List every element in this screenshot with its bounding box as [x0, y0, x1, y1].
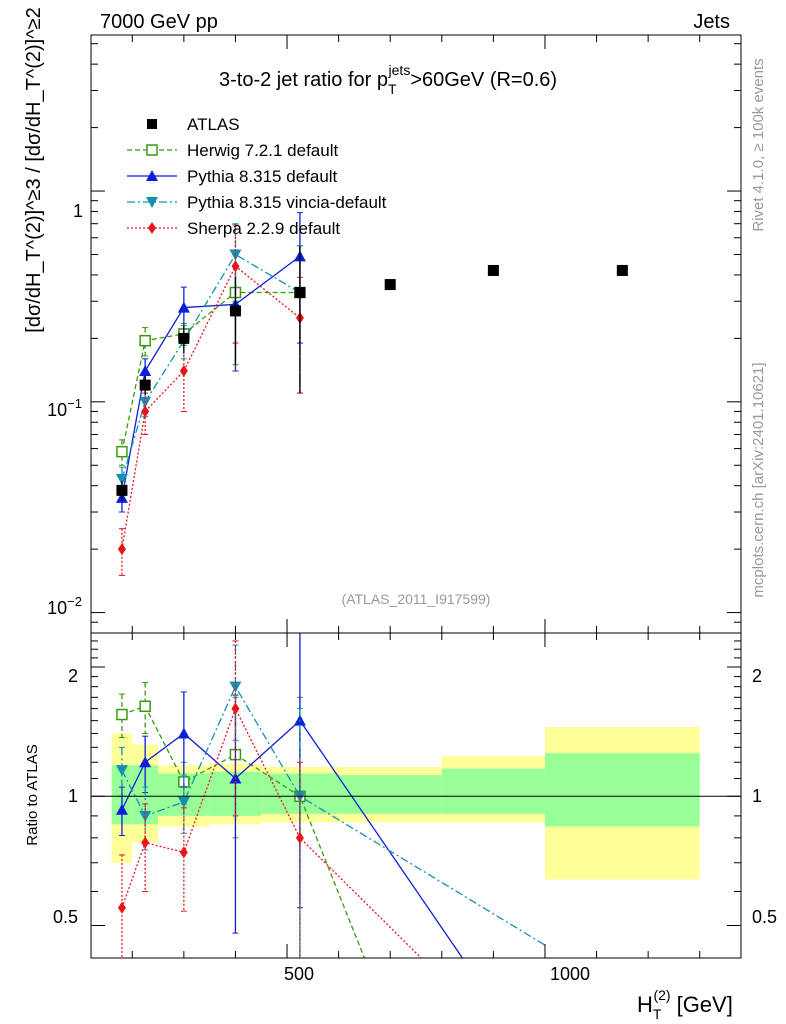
legend-marker: [148, 222, 156, 234]
ratio-band-inner: [441, 768, 545, 814]
series-point-ratio: [231, 702, 240, 715]
series-point-main: [139, 334, 151, 347]
series-point-main: [116, 445, 128, 458]
plot-title-sup: jets: [388, 62, 411, 78]
ratio-uncertainty-bands: [111, 726, 700, 880]
y-tick-label-0.1-base: 10: [47, 400, 67, 420]
y-tick-label-1: 1: [73, 201, 83, 221]
series-point-ratio: [295, 831, 304, 844]
x-axis-label-unit: [GeV]: [677, 992, 733, 1017]
legend-label: Sherpa 2.2.9 default: [187, 219, 340, 238]
ratio-tick-label-0.5-left: 0.5: [53, 907, 78, 927]
series-point-ratio: [116, 708, 128, 721]
ratio-tick-label-2-right: 2: [752, 666, 762, 686]
atlas-point: [294, 287, 306, 299]
series-point-ratio: [179, 846, 188, 859]
y-axis-label-main: [dσ/dH_T^(2)]^≥3 / [dσ/dH_T^(2)]^≥2: [23, 7, 45, 332]
series-point-ratio: [139, 756, 152, 768]
y-tick-label-0.01-base: 10: [47, 598, 67, 618]
x-axis-label-sub: T: [653, 1006, 662, 1022]
legend-label: Pythia 8.315 default: [187, 167, 338, 186]
series-point-ratio: [177, 727, 190, 739]
rivet-version-label: Rivet 4.1.0, ≥ 100k events: [750, 58, 767, 231]
series-line-ratio: [121, 719, 463, 958]
plot-title: 3-to-2 jet ratio for pTjets>60GeV (R=0.6…: [219, 62, 557, 97]
atlas-point: [616, 264, 628, 276]
atlas-point: [384, 279, 396, 291]
plot-title-sub: T: [388, 81, 397, 97]
ratio-band-inner: [338, 775, 442, 814]
series-point-main: [177, 301, 190, 313]
series-point-main: [139, 365, 152, 377]
ratio-plot-series: [115, 633, 546, 958]
series-line-ratio: [121, 705, 366, 958]
x-axis-label-base: H: [637, 992, 653, 1017]
series-point-ratio: [141, 836, 150, 849]
header-left: 7000 GeV pp: [100, 11, 218, 33]
series-point-ratio: [115, 803, 128, 815]
legend-label: Pythia 8.315 vincia-default: [187, 193, 387, 212]
header-right: Jets: [693, 11, 730, 33]
legend-marker: [146, 170, 158, 181]
legend-label: Herwig 7.2.1 default: [187, 141, 338, 160]
legend-label: ATLAS: [187, 115, 240, 134]
ratio-tick-label-1-right: 1: [752, 786, 762, 806]
legend-marker: [146, 144, 158, 156]
atlas-point: [229, 305, 241, 317]
series-line-main: [121, 253, 301, 480]
ratio-band-inner: [544, 753, 700, 827]
series-point-ratio: [139, 700, 151, 713]
legend: ATLAS Herwig 7.2.1 default Pythia 8.315 de…: [127, 115, 387, 238]
series-point-ratio: [117, 901, 126, 914]
ratio-tick-label-1-left: 1: [68, 786, 78, 806]
y-tick-label-0.01-exp: −2: [67, 594, 82, 609]
atlas-point: [487, 264, 499, 276]
series-point-main: [117, 543, 126, 556]
atlas-point: [116, 484, 128, 496]
x-tick-label-500: 500: [284, 964, 314, 984]
ratio-tick-label-0.5-right: 0.5: [752, 907, 777, 927]
atlas-point: [178, 332, 190, 344]
y-tick-label-0.1-exp: −1: [67, 396, 82, 411]
series-point-main: [141, 405, 150, 418]
legend-marker: [147, 119, 157, 129]
x-axis-label-sup: (2): [653, 987, 670, 1003]
plot-title-suffix: >60GeV (R=0.6): [410, 69, 557, 91]
series-line-ratio: [121, 685, 546, 946]
series-point-main: [115, 474, 128, 486]
series-point-ratio: [229, 681, 242, 693]
series-point-ratio: [177, 796, 190, 808]
plot-title-prefix: 3-to-2 jet ratio for p: [219, 69, 388, 91]
main-plot-series: [115, 212, 628, 576]
y-axis-label-ratio: Ratio to ATLAS: [24, 744, 41, 845]
analysis-tag: (ATLAS_2011_I917599): [342, 591, 491, 607]
mcplots-label: mcplots.cern.ch [arXiv:2401.10621]: [750, 362, 767, 597]
series-line-ratio: [121, 706, 422, 958]
axis-ticks: [91, 35, 741, 958]
y-tick-label-0.01: 10−2: [47, 594, 82, 618]
series-point-main: [231, 260, 240, 273]
y-tick-label-0.1: 10−1: [47, 396, 82, 420]
legend-marker: [146, 197, 158, 208]
series-point-ratio: [115, 765, 128, 777]
atlas-point: [139, 379, 151, 391]
x-tick-label-1000: 1000: [550, 964, 590, 984]
series-line-main: [121, 265, 301, 550]
x-axis-label: HT (2) [GeV]: [637, 987, 733, 1022]
ratio-plot-frame: [90, 632, 742, 959]
ratio-tick-label-2-left: 2: [68, 666, 78, 686]
series-point-main: [179, 365, 188, 378]
